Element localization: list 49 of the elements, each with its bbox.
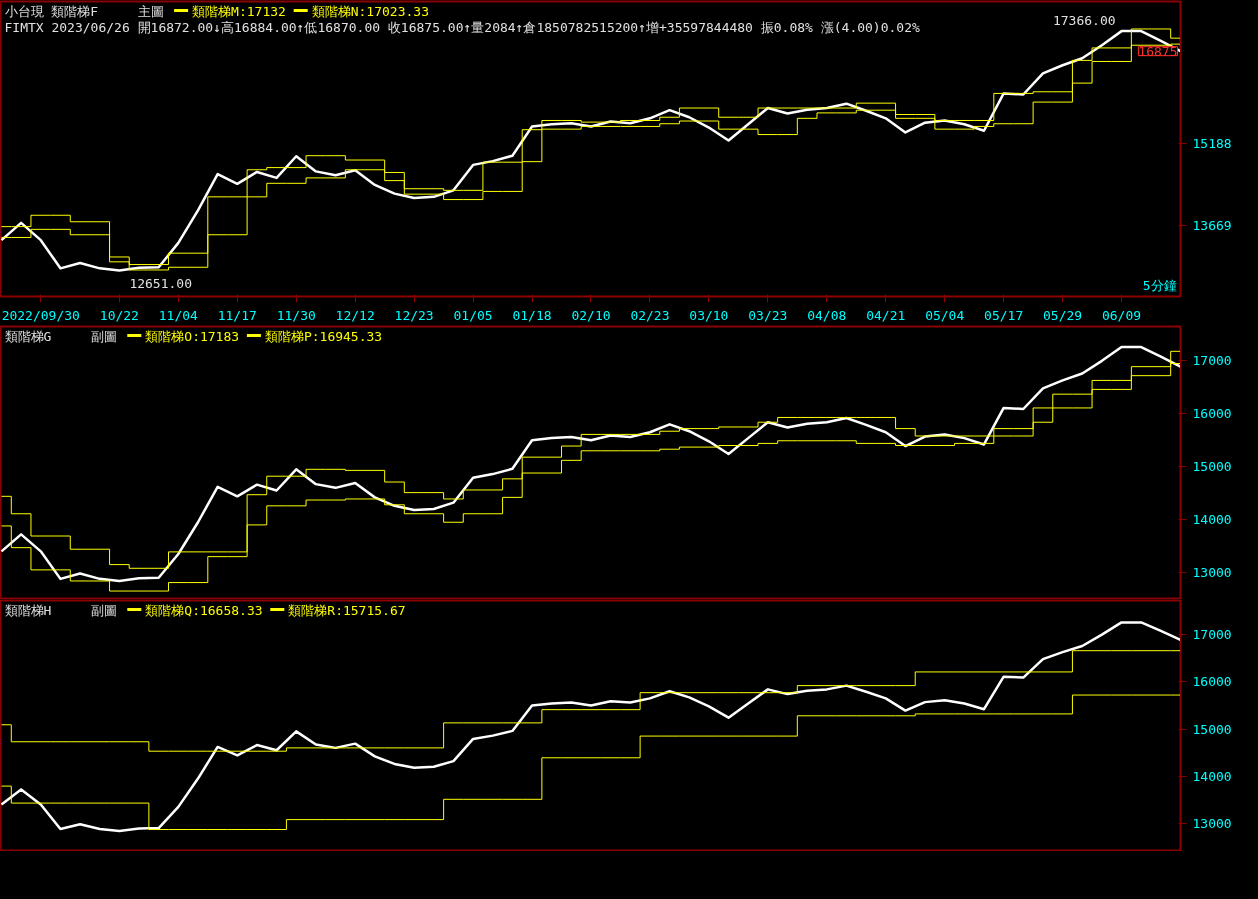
annotation: 16875 (1138, 43, 1178, 59)
chart-title: 類階梯G (4, 328, 52, 344)
x-tick-label: 03/23 (748, 307, 788, 323)
line-series (0, 621, 1181, 833)
x-tick-label: 05/04 (925, 307, 965, 323)
legend-label: 類階梯P:16945.33 (264, 328, 383, 344)
x-tick-label: 11/17 (217, 307, 257, 323)
y-tick-label: 15000 (1192, 721, 1232, 737)
x-tick-label: 11/04 (158, 307, 199, 323)
annotation: 12651.00 (129, 275, 193, 291)
x-tick-label: 01/18 (512, 307, 552, 323)
x-tick-label: 05/17 (984, 307, 1024, 323)
x-tick-label: 01/05 (453, 307, 493, 323)
y-tick-label: 16000 (1192, 674, 1232, 690)
x-tick-label: 12/23 (394, 307, 434, 323)
y-tick-label: 17000 (1192, 627, 1232, 643)
annotation: 5分鐘 (1142, 277, 1177, 293)
y-tick-label: 13669 (1192, 218, 1232, 234)
y-tick-label: 14000 (1192, 768, 1232, 784)
y-tick-label: 15188 (1192, 135, 1232, 151)
legend-label: 類階梯R:15715.67 (288, 602, 406, 618)
chart-title: 小台現 類階梯F (4, 3, 99, 19)
chart-title: 類階梯H (4, 602, 52, 618)
y-tick-label: 13000 (1192, 565, 1232, 581)
y-tick-label: 17000 (1192, 353, 1232, 369)
y-tick-label: 15000 (1192, 459, 1232, 475)
x-tick-label: 02/23 (630, 307, 670, 323)
x-tick-label: 04/21 (866, 307, 906, 323)
y-tick-label: 13000 (1192, 815, 1232, 831)
x-tick-label: 06/09 (1101, 307, 1142, 323)
annotation: FIMTX 2023/06/26 開16872.00↓高16884.00↑低16870.00 收16875.00↑量2084↑倉1850782515200↑增+35597844480 振0.08% 漲(4.00)0.02% (4, 19, 920, 35)
x-tick-label: 10/22 (99, 307, 139, 323)
x-tick-label: 11/30 (276, 307, 316, 323)
legend-label: 類階梯Q:16658.33 (145, 602, 263, 618)
legend-label: 類階梯M:17132 (192, 3, 286, 19)
legend-label: 類階梯O:17183 (145, 328, 240, 344)
x-tick-label: 12/12 (335, 307, 375, 323)
chart-subtitle: 副圖 (91, 328, 118, 344)
x-tick-label: 05/29 (1043, 307, 1083, 323)
y-tick-label: 16000 (1192, 406, 1232, 422)
legend-label: 類階梯N:17023.33 (311, 3, 429, 19)
x-tick-label: 03/10 (689, 307, 729, 323)
x-tick-label: 02/10 (571, 307, 611, 323)
annotation: 17366.00 (1052, 13, 1116, 29)
y-tick-label: 14000 (1192, 512, 1232, 528)
chart-subtitle: 副圖 (91, 602, 118, 618)
x-tick-label: 2022/09/30 (1, 307, 80, 323)
x-tick-label: 04/08 (807, 307, 847, 323)
chart-subtitle: 主圖 (138, 3, 165, 19)
